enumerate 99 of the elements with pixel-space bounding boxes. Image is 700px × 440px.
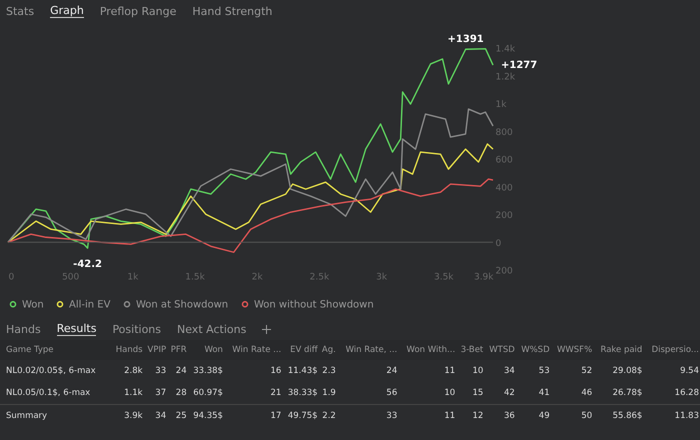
category-label: Rake paid	[593, 340, 644, 360]
text: 56	[386, 388, 398, 398]
line-series	[7, 108, 494, 243]
text: 41	[538, 388, 550, 398]
y-tick-label: 200	[496, 266, 513, 276]
category-label: EV diff	[282, 340, 319, 360]
text: Hand Strength	[192, 4, 272, 18]
line-series	[7, 178, 494, 253]
legend-label: Won without Showdown	[254, 299, 374, 310]
text: Graph	[50, 4, 84, 18]
x-tick-label: 2k	[252, 272, 264, 282]
x-tick-label: 3.9k	[474, 272, 494, 282]
category-label: WTSD	[484, 340, 516, 360]
text: 17	[270, 411, 282, 421]
legend-label: Won	[22, 299, 44, 310]
text: 12	[472, 411, 484, 421]
category-label: Ag.	[318, 340, 337, 360]
text: 34	[155, 411, 166, 421]
text: 36	[504, 411, 515, 421]
text: 1.1k	[124, 388, 143, 398]
text: 15	[472, 388, 484, 398]
legend-label: All-in EV	[69, 299, 111, 310]
category-label: Win Rate ...	[224, 340, 282, 360]
y-tick-label: 1k	[496, 100, 508, 110]
text: 33	[155, 366, 166, 376]
text: 37	[155, 388, 166, 398]
text: 33.38$	[193, 366, 223, 376]
text: 24	[176, 366, 187, 376]
text: 34	[504, 366, 515, 376]
text: NL0.02/0.05$, 6-max	[6, 366, 96, 376]
annotation: +1391	[448, 34, 484, 46]
category-label: W%SD	[516, 340, 551, 360]
text: 24	[386, 366, 398, 376]
x-tick-label: 3k	[376, 272, 388, 282]
text: 9.54	[680, 366, 699, 376]
text: 16.28	[674, 388, 699, 398]
text: Results	[56, 322, 96, 336]
text: 53	[538, 366, 550, 376]
text: 26.78$	[612, 388, 642, 398]
text: 94.35$	[193, 411, 223, 421]
text: 42	[504, 388, 515, 398]
text: 2.8k	[124, 366, 143, 376]
category-label: Won	[188, 340, 224, 360]
text: 11	[444, 411, 456, 421]
category-label: PFR	[167, 340, 188, 360]
text: 11.43$	[288, 366, 318, 376]
text: 60.97$	[193, 388, 223, 398]
category-label: Game Type	[0, 340, 111, 360]
category-label: 3-Bet	[456, 340, 484, 360]
text: 3.9k	[124, 411, 143, 421]
text: 11	[444, 366, 456, 376]
category-label: WWSF%	[550, 340, 594, 360]
text: Preflop Range	[100, 4, 176, 18]
text: 50	[581, 411, 592, 421]
y-tick-label: 800	[496, 128, 513, 138]
text: 49	[538, 411, 550, 421]
x-tick-label: 1.5k	[185, 272, 206, 282]
text: Stats	[6, 4, 34, 18]
annotation: +1277	[501, 60, 538, 72]
category-label: Hands	[110, 340, 144, 360]
text: 2.3	[322, 366, 336, 376]
text: 1.9	[322, 388, 336, 398]
text: 10	[472, 366, 484, 376]
x-tick-label: 500	[62, 272, 80, 282]
text: 49.75$	[288, 411, 318, 421]
text: NL0.05/0.1$, 6-max	[6, 388, 90, 398]
y-tick-label: 600	[496, 156, 513, 166]
y-tick-label: 1.2k	[496, 72, 516, 82]
y-tick-label: 1.4k	[496, 44, 516, 54]
text: 21	[270, 388, 282, 398]
text: 46	[581, 388, 592, 398]
text: 55.86$	[612, 411, 642, 421]
text: Positions	[112, 322, 161, 336]
text: 52	[581, 366, 592, 376]
text: Next Actions	[177, 322, 246, 336]
category-label: Win Rate, ...	[336, 340, 398, 360]
annotation: -42.2	[73, 259, 102, 270]
text: 2.2	[322, 411, 336, 421]
legend-label: Won at Showdown	[136, 299, 228, 310]
category-label: VPIP	[144, 340, 168, 360]
x-tick-label: 2.5k	[310, 272, 330, 282]
y-tick-label: 0	[496, 238, 502, 249]
text: 16	[270, 366, 282, 376]
text: 10	[444, 388, 456, 398]
text: Hands	[6, 322, 41, 336]
text: Summary	[6, 411, 48, 421]
y-tick-label: 200	[496, 211, 513, 221]
category-label: Won With...	[398, 340, 456, 360]
x-tick-label: 1k	[127, 272, 140, 282]
category-label: Dispersio...	[643, 340, 700, 360]
x-tick-label: 3.5k	[434, 272, 454, 282]
x-tick-label: 0	[8, 272, 14, 282]
text: 28	[176, 388, 187, 398]
text: 33	[386, 411, 398, 421]
text: 25	[176, 411, 187, 421]
y-tick-label: 400	[496, 183, 513, 194]
text: 38.33$	[288, 388, 318, 398]
text: 29.08$	[612, 366, 642, 376]
text: 11.83	[674, 411, 699, 421]
